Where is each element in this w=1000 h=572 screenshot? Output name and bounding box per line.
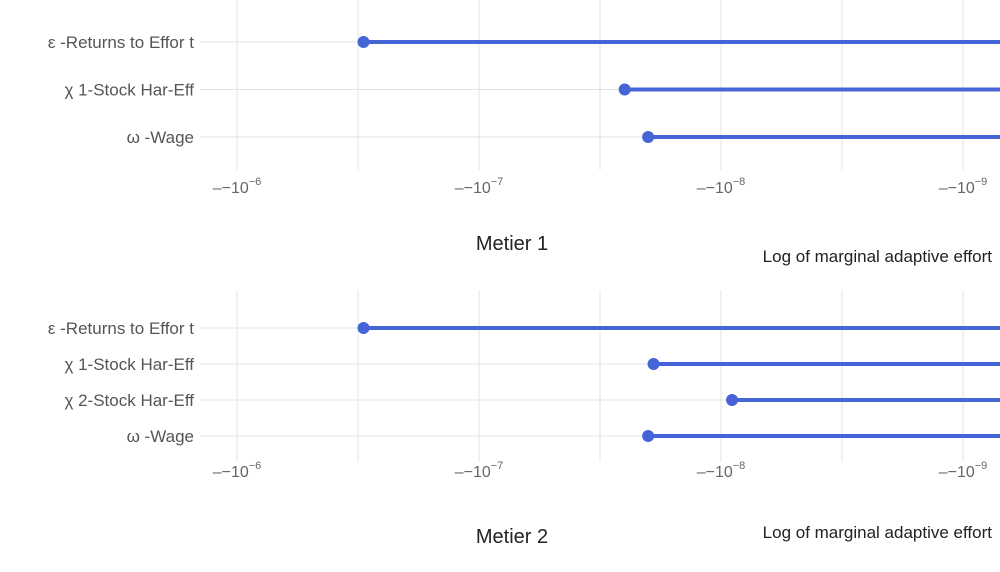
panel2-lollipop-point [357,322,370,334]
panel1-x-tick-label: –−10−9 [939,176,988,197]
panel2-title: Metier 2 [476,526,548,548]
panel1-category-label: ε -Returns to Effor t [48,33,194,52]
panel2-lollipop-point [642,430,655,442]
panel2-x-tick-label: –−10−7 [455,460,504,481]
panel2-lollipop-point [726,394,739,406]
panel2-category-label: χ 2-Stock Har-Eff [64,391,194,410]
panel1-title: Metier 1 [476,233,548,255]
panel2-category-label: ω -Wage [127,427,194,446]
panel1-lollipop-point [642,131,655,143]
panel2-category-label: ε -Returns to Effor t [48,319,194,338]
panel1-x-tick-label: –−10−8 [697,176,746,197]
panel1-category-label: χ 1-Stock Har-Eff [64,81,194,100]
panel2-x-tick-label: –−10−9 [939,460,988,481]
panel2-x-tick-label: –−10−6 [213,460,262,481]
panel2-x-axis-title: Log of marginal adaptive effort [763,523,993,542]
panel1-x-tick-label: –−10−7 [455,176,504,197]
panel1-lollipop-point [618,83,631,96]
panel2-category-label: χ 1-Stock Har-Eff [64,355,194,374]
panel1-category-label: ω -Wage [127,128,194,147]
panel1-x-tick-label: –−10−6 [213,176,262,197]
panel1-x-axis-title: Log of marginal adaptive effort [763,247,993,266]
panel2-x-tick-label: –−10−8 [697,460,746,481]
panel2-lollipop-point [647,358,660,370]
panel1-lollipop-point [357,36,370,48]
